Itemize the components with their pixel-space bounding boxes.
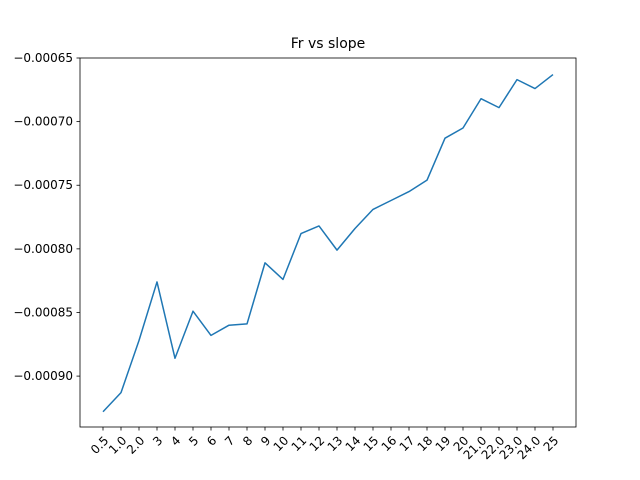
y-tick-label: −0.00080 (13, 242, 73, 256)
y-tick-label: −0.00065 (13, 51, 73, 65)
y-tick-label: −0.00075 (13, 178, 73, 192)
y-tick-label: −0.00085 (13, 305, 73, 319)
series-line (102, 73, 554, 413)
y-tick-label: −0.00070 (13, 115, 73, 129)
axes-frame (79, 57, 577, 428)
chart-title: Fr vs slope (291, 36, 366, 52)
y-tick-label: −0.00090 (13, 369, 73, 383)
